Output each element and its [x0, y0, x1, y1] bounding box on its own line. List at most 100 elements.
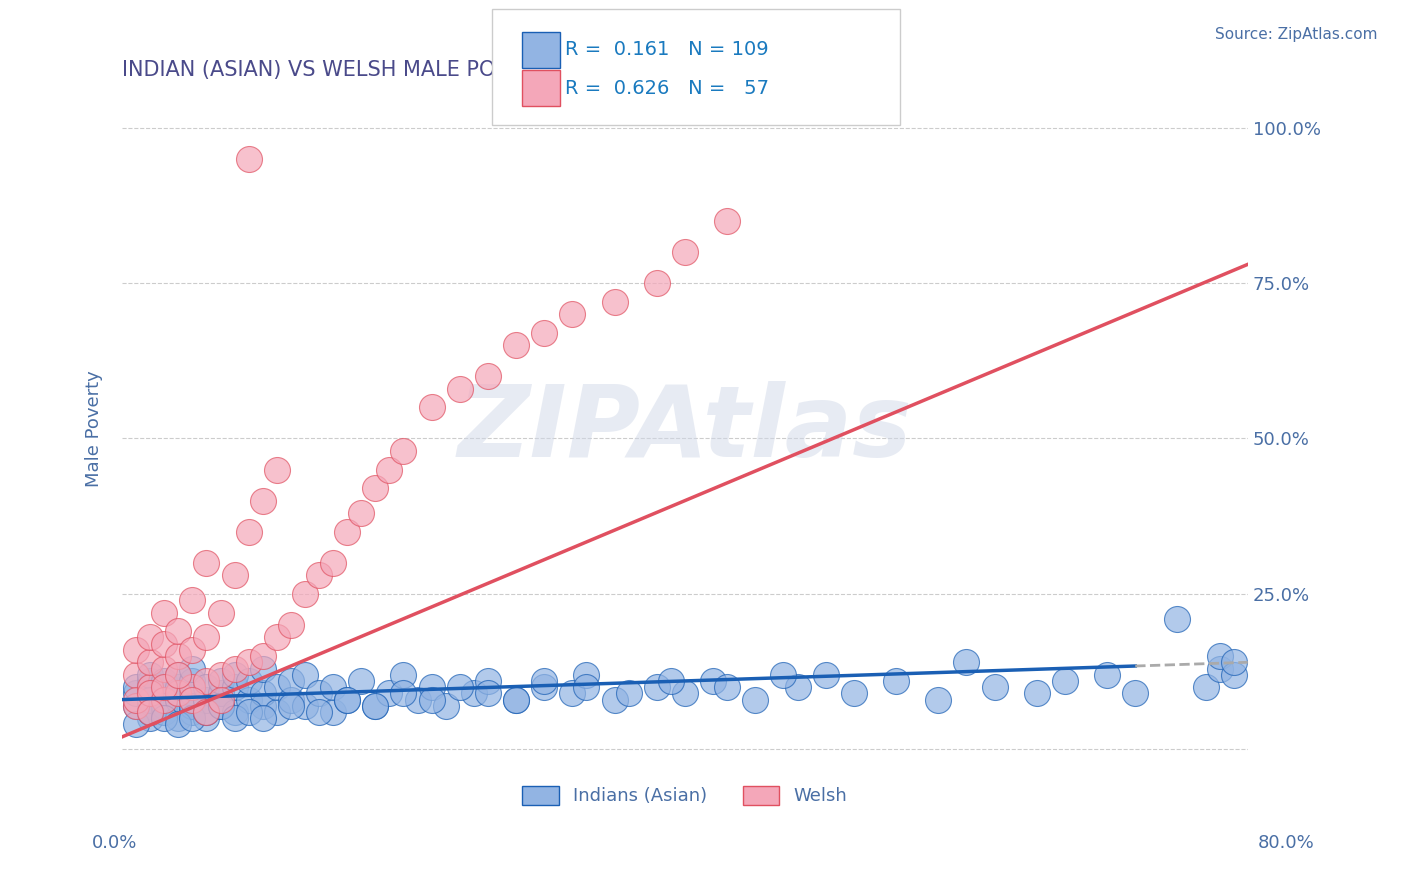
Point	[238, 673, 260, 688]
Point	[139, 705, 162, 719]
Point	[195, 711, 218, 725]
Point	[153, 606, 176, 620]
Point	[252, 648, 274, 663]
Point	[153, 673, 176, 688]
Point	[434, 698, 457, 713]
Point	[209, 606, 232, 620]
Point	[1208, 648, 1230, 663]
Point	[167, 667, 190, 681]
Point	[884, 673, 907, 688]
Point	[224, 661, 246, 675]
Point	[336, 524, 359, 539]
Point	[209, 698, 232, 713]
Point	[224, 680, 246, 694]
Point	[1223, 667, 1246, 681]
Point	[153, 705, 176, 719]
Point	[181, 680, 204, 694]
Point	[983, 680, 1005, 694]
Point	[139, 680, 162, 694]
Point	[125, 698, 148, 713]
Point	[392, 443, 415, 458]
Point	[252, 661, 274, 675]
Point	[139, 686, 162, 700]
Point	[238, 705, 260, 719]
Point	[575, 667, 598, 681]
Point	[167, 648, 190, 663]
Point	[280, 673, 302, 688]
Point	[209, 692, 232, 706]
Point	[1053, 673, 1076, 688]
Point	[252, 686, 274, 700]
Point	[125, 643, 148, 657]
Point	[139, 705, 162, 719]
Point	[786, 680, 808, 694]
Point	[181, 643, 204, 657]
Point	[139, 655, 162, 669]
Point	[659, 673, 682, 688]
Text: Source: ZipAtlas.com: Source: ZipAtlas.com	[1215, 27, 1378, 42]
Point	[336, 692, 359, 706]
Point	[252, 493, 274, 508]
Point	[294, 587, 316, 601]
Point	[266, 705, 288, 719]
Point	[224, 705, 246, 719]
Point	[575, 680, 598, 694]
Point	[139, 673, 162, 688]
Point	[1194, 680, 1216, 694]
Point	[252, 711, 274, 725]
Point	[505, 338, 527, 352]
Point	[153, 637, 176, 651]
Point	[195, 692, 218, 706]
Point	[181, 673, 204, 688]
Point	[167, 686, 190, 700]
Point	[1166, 612, 1188, 626]
Point	[181, 698, 204, 713]
Point	[378, 462, 401, 476]
Point	[266, 462, 288, 476]
Point	[505, 692, 527, 706]
Point	[308, 686, 330, 700]
Point	[139, 680, 162, 694]
Point	[814, 667, 837, 681]
Point	[842, 686, 865, 700]
Point	[364, 481, 387, 495]
Point	[195, 673, 218, 688]
Point	[139, 711, 162, 725]
Point	[167, 692, 190, 706]
Point	[125, 686, 148, 700]
Point	[167, 667, 190, 681]
Point	[153, 698, 176, 713]
Point	[167, 711, 190, 725]
Point	[350, 506, 373, 520]
Point	[266, 680, 288, 694]
Text: R =  0.161   N = 109: R = 0.161 N = 109	[565, 40, 769, 60]
Point	[153, 692, 176, 706]
Point	[125, 698, 148, 713]
Point	[463, 686, 485, 700]
Point	[195, 680, 218, 694]
Point	[238, 692, 260, 706]
Point	[505, 692, 527, 706]
Point	[603, 294, 626, 309]
Point	[1208, 661, 1230, 675]
Point	[209, 686, 232, 700]
Point	[1223, 655, 1246, 669]
Point	[533, 680, 555, 694]
Point	[238, 655, 260, 669]
Point	[449, 680, 471, 694]
Point	[195, 556, 218, 570]
Point	[645, 276, 668, 290]
Point	[1095, 667, 1118, 681]
Point	[406, 692, 429, 706]
Point	[181, 661, 204, 675]
Point	[139, 692, 162, 706]
Point	[420, 692, 443, 706]
Point	[477, 369, 499, 384]
Point	[1025, 686, 1047, 700]
Point	[238, 152, 260, 166]
Point	[209, 698, 232, 713]
Point	[238, 524, 260, 539]
Point	[294, 698, 316, 713]
Point	[1123, 686, 1146, 700]
Point	[224, 667, 246, 681]
